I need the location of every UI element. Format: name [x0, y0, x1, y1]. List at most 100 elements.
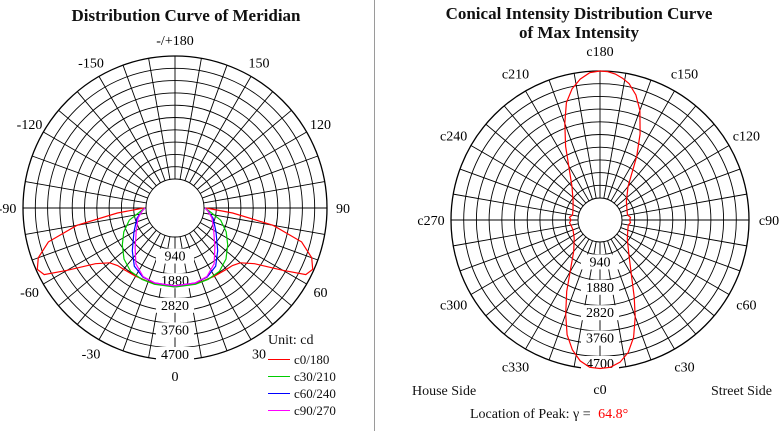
tick-label-bg [156, 297, 194, 313]
grid-spoke [453, 193, 579, 217]
series-c30-210 [121, 207, 229, 288]
tick-label-bg [581, 330, 619, 346]
angle-label: c300 [440, 299, 467, 314]
legend: Unit: cd c0/180 c30/210 c60/240 c90/270 [268, 333, 372, 419]
conical-title-line1: Conical Intensity Distribution Curve [445, 4, 713, 23]
grid-spoke [573, 73, 597, 199]
grid-spoke [196, 109, 292, 190]
grid-spoke [43, 131, 151, 194]
angle-label: c90 [759, 214, 779, 229]
radial-tick-label: 2820 [161, 299, 189, 314]
grid-spoke [32, 217, 148, 261]
angle-label: -90 [0, 202, 16, 217]
grid-spoke [58, 226, 154, 307]
grid-spoke [43, 222, 151, 285]
conical-polar-chart: 940 1880 2820 3760 4700 c180 c150 c210 c120 c240 c… [417, 45, 779, 398]
grid-ring [145, 178, 205, 238]
grid-spoke [202, 155, 318, 199]
grid-spoke [193, 91, 274, 187]
grid-spoke [58, 109, 154, 190]
tick-label-bg [581, 279, 619, 295]
tick-label-bg [156, 322, 194, 338]
meridian-title: Distribution Curve of Meridian [71, 6, 301, 25]
grid-spoke [199, 222, 307, 285]
grid-spoke [189, 76, 252, 184]
grid-spoke [196, 226, 292, 307]
grid-spoke [25, 181, 147, 204]
legend-item-c60-240: c60/240 [268, 385, 372, 402]
grid-spoke [610, 90, 675, 202]
grid-spoke [76, 229, 157, 325]
angle-label: 30 [252, 347, 266, 362]
radial-tick-label: 4700 [161, 348, 189, 363]
grid-spoke [32, 155, 148, 199]
grid-spoke [25, 212, 147, 235]
grid-spoke [453, 223, 579, 247]
grid-spoke [202, 217, 318, 261]
peak-location: Location of Peak: γ = 64.8° [470, 407, 628, 423]
grid-spoke [203, 212, 325, 235]
house-side-label: House Side [412, 384, 477, 399]
grid-spoke [503, 236, 587, 335]
angle-label: 150 [249, 57, 270, 72]
angle-label: -120 [17, 118, 43, 133]
grid-spoke [603, 73, 627, 199]
angle-label: -/+180 [156, 34, 193, 49]
radial-tick-label: 1880 [586, 281, 614, 296]
grid-spoke [76, 91, 157, 187]
legend-label: c60/240 [294, 385, 336, 401]
grid-spoke [620, 227, 741, 272]
grid-spoke [199, 131, 307, 194]
grid-spoke [98, 232, 161, 340]
tick-label-bg [581, 305, 619, 321]
radial-tick-label: 940 [590, 255, 611, 270]
angle-label: c210 [502, 68, 529, 83]
grid-spoke [620, 168, 741, 213]
grid-spoke [148, 58, 171, 180]
grid-spoke [621, 193, 747, 217]
angle-label: -30 [82, 347, 101, 362]
series-c90-270 [134, 207, 216, 287]
grid-spoke [525, 90, 590, 202]
angle-label: 120 [310, 118, 331, 133]
grid-spoke [189, 232, 252, 340]
grid-spoke [610, 238, 675, 350]
angle-label: c180 [586, 45, 613, 60]
legend-swatch [268, 410, 290, 411]
angle-label: c330 [502, 360, 529, 375]
grid-spoke [616, 123, 715, 207]
grid-spoke [607, 79, 652, 200]
series-max [564, 70, 641, 370]
angle-label: 90 [336, 202, 350, 217]
grid-spoke [616, 233, 715, 317]
legend-unit: Unit: cd [268, 333, 314, 348]
angle-label: c240 [440, 130, 467, 145]
legend-swatch [268, 359, 290, 360]
street-side-label: Street Side [710, 384, 772, 399]
grid-spoke [98, 76, 161, 184]
angle-label: 0 [172, 370, 179, 385]
grid-spoke [122, 65, 166, 181]
grid-ring [577, 197, 623, 243]
tick-label-bg [156, 248, 194, 264]
peak-value: 64.8° [598, 407, 629, 422]
peak-label: Location of Peak: γ = [470, 407, 591, 422]
grid-spoke [184, 65, 228, 181]
grid-spoke [618, 145, 730, 210]
grid-spoke [203, 181, 325, 204]
legend-swatch [268, 393, 290, 394]
radial-tick-label: 3760 [161, 323, 189, 338]
legend-item-c30-210: c30/210 [268, 368, 372, 385]
grid-spoke [525, 238, 590, 350]
grid-spoke [470, 230, 582, 295]
grid-spoke [459, 227, 580, 272]
legend-item-c0-180: c0/180 [268, 351, 372, 368]
grid-spoke [485, 123, 584, 207]
grid-spoke [613, 236, 697, 335]
conical-panel: Conical Intensity Distribution Curve of … [378, 0, 780, 431]
panel-divider [374, 0, 375, 431]
legend-label: c90/270 [294, 402, 336, 418]
angle-label: c60 [736, 299, 756, 314]
